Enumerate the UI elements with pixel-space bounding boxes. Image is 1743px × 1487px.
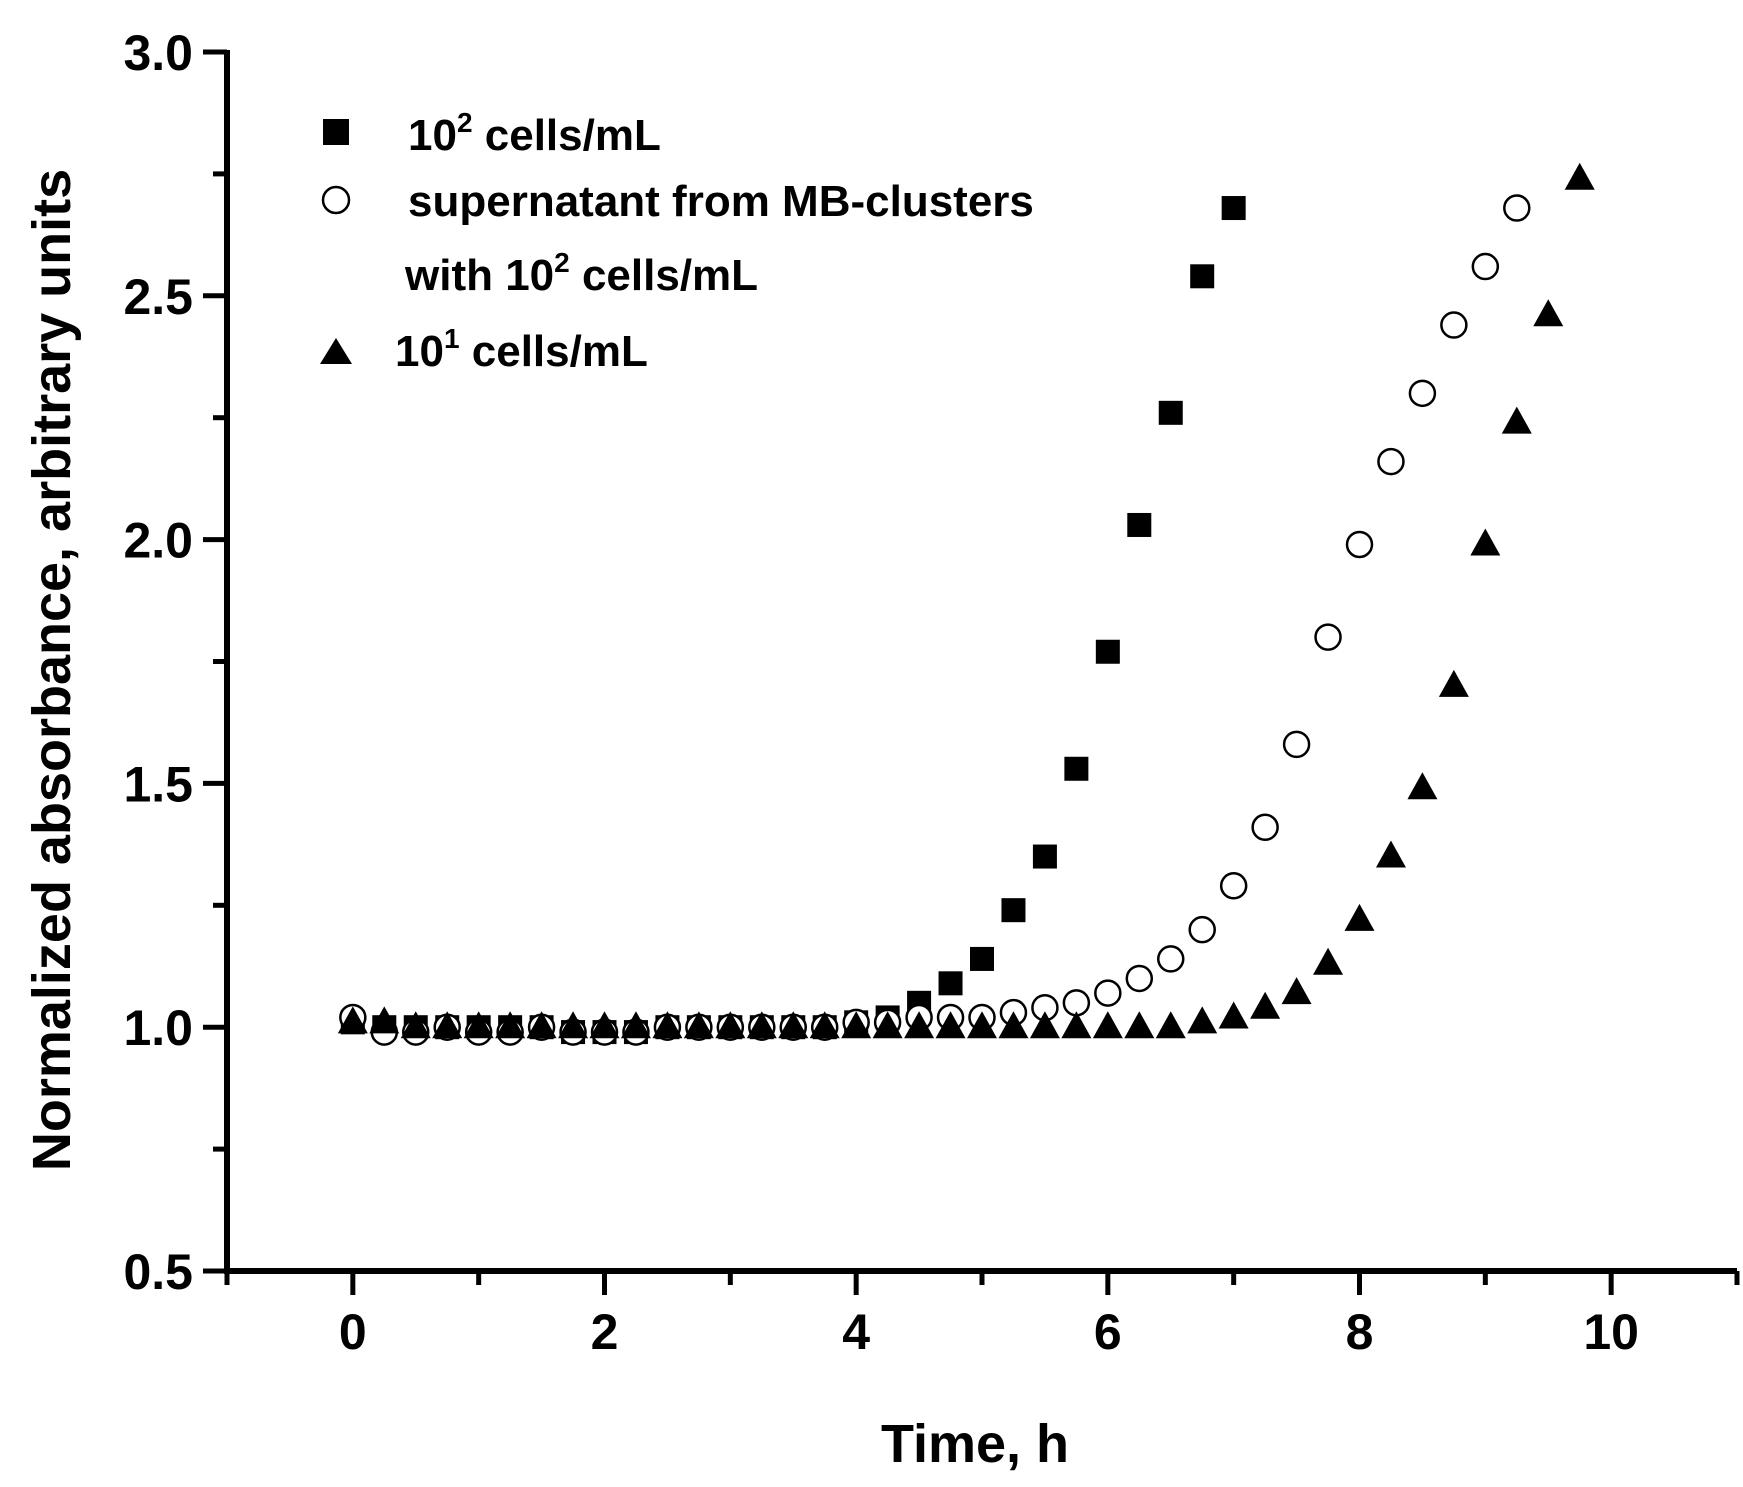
data-point-series-3: [432, 1011, 463, 1039]
legend: 102 cells/mL supernatant from MB-cluster…: [320, 107, 1034, 376]
data-points: [337, 162, 1595, 1046]
data-point-series-2: [1251, 813, 1279, 842]
y-tick-label: 0.5: [123, 1244, 193, 1300]
y-tick-label: 1.5: [123, 756, 193, 812]
data-point-series-1: [938, 971, 963, 996]
y-tick-label: 2.5: [123, 269, 193, 325]
data-point-series-3: [1092, 1011, 1123, 1039]
data-point-series-1: [1095, 639, 1120, 664]
series-1: [340, 196, 1246, 1045]
data-point-series-3: [1124, 1011, 1155, 1039]
data-point-series-3: [369, 1006, 400, 1034]
data-point-series-2: [1440, 311, 1468, 339]
y-tick-label: 1.0: [123, 1000, 193, 1056]
y-tick-label: 2.0: [123, 513, 193, 569]
series-3: [337, 162, 1595, 1039]
data-point-series-2: [1125, 964, 1154, 993]
x-tick-label: 0: [339, 1304, 367, 1360]
legend-marker-series-3: [320, 338, 352, 364]
x-tick-label: 4: [842, 1304, 870, 1360]
legend-label-series-2-line1: supernatant from MB-clusters: [408, 177, 1034, 226]
axes: [224, 50, 1737, 1274]
data-point-series-2: [1314, 623, 1342, 651]
legend-label-series-2-line2: with 102 cells/mL: [404, 247, 758, 300]
data-point-series-3: [1407, 772, 1438, 800]
data-point-series-3: [337, 1006, 368, 1034]
x-tick-label: 8: [1346, 1304, 1374, 1360]
data-point-series-3: [904, 1011, 935, 1039]
data-point-series-3: [683, 1011, 714, 1039]
data-point-series-3: [495, 1011, 526, 1039]
data-point-series-2: [1157, 945, 1185, 973]
data-point-series-1: [1158, 400, 1183, 425]
data-point-series-3: [1533, 299, 1564, 327]
data-point-series-2: [1188, 915, 1216, 944]
data-point-series-3: [935, 1011, 966, 1039]
data-point-series-1: [1064, 756, 1089, 781]
data-point-series-3: [558, 1011, 589, 1039]
data-point-series-3: [1250, 991, 1281, 1019]
x-tick-label: 6: [1094, 1304, 1122, 1360]
data-point-series-3: [967, 1011, 997, 1039]
data-point-series-3: [746, 1011, 777, 1039]
data-point-series-1: [1127, 512, 1152, 537]
data-point-series-3: [1470, 528, 1501, 556]
legend-label-series-3: 101 cells/mL: [395, 323, 648, 376]
data-point-series-2: [1471, 252, 1500, 281]
data-point-series-3: [1313, 947, 1344, 975]
data-point-series-3: [1501, 406, 1532, 434]
x-tick-label: 10: [1583, 1304, 1639, 1360]
data-point-series-3: [400, 1011, 431, 1039]
series-2: [339, 194, 1531, 1046]
data-point-series-1: [970, 946, 994, 971]
data-point-series-2: [1219, 872, 1248, 900]
data-point-series-3: [1438, 669, 1469, 697]
data-point-series-3: [1344, 903, 1375, 931]
data-point-series-3: [841, 1011, 872, 1039]
data-point-series-3: [1061, 1011, 1092, 1039]
data-point-series-2: [1408, 379, 1437, 408]
data-point-series-3: [872, 1011, 903, 1039]
data-point-series-3: [809, 1011, 840, 1039]
data-point-series-2: [1503, 194, 1531, 222]
data-point-series-3: [1281, 977, 1312, 1005]
data-point-series-3: [620, 1011, 651, 1039]
data-point-series-1: [1221, 196, 1246, 221]
data-point-series-3: [526, 1011, 557, 1039]
data-point-series-3: [463, 1011, 494, 1039]
data-point-series-3: [1155, 1011, 1186, 1039]
y-axis-title: Normalized absorbance, arbitrary units: [22, 169, 82, 1171]
data-point-series-2: [1282, 730, 1311, 759]
data-point-series-3: [1564, 162, 1595, 190]
x-tick-label: 2: [591, 1304, 619, 1360]
data-point-series-1: [1190, 264, 1215, 289]
data-point-series-3: [652, 1011, 683, 1039]
data-point-series-3: [1029, 1011, 1060, 1039]
data-point-series-3: [1375, 840, 1406, 868]
legend-marker-series-1: [323, 119, 349, 145]
data-point-series-2: [1377, 447, 1405, 476]
ticks: 0 2 4 6 8 10 0.5 1.0 1.5 2.0 2.5 3.0: [123, 25, 1740, 1360]
data-point-series-3: [1218, 1001, 1249, 1029]
legend-marker-series-2: [321, 185, 351, 215]
data-point-series-3: [589, 1011, 620, 1039]
data-point-series-3: [1187, 1006, 1218, 1034]
y-tick-label: 3.0: [123, 25, 193, 81]
data-point-series-2: [1345, 530, 1374, 559]
x-axis-title: Time, h: [881, 1414, 1069, 1474]
data-point-series-1: [1032, 844, 1057, 869]
data-point-series-1: [1001, 898, 1026, 923]
legend-label-series-1: 102 cells/mL: [408, 107, 661, 160]
data-point-series-3: [715, 1011, 746, 1039]
data-point-series-2: [1094, 979, 1122, 1007]
data-point-series-3: [998, 1011, 1029, 1039]
data-point-series-3: [778, 1011, 809, 1039]
